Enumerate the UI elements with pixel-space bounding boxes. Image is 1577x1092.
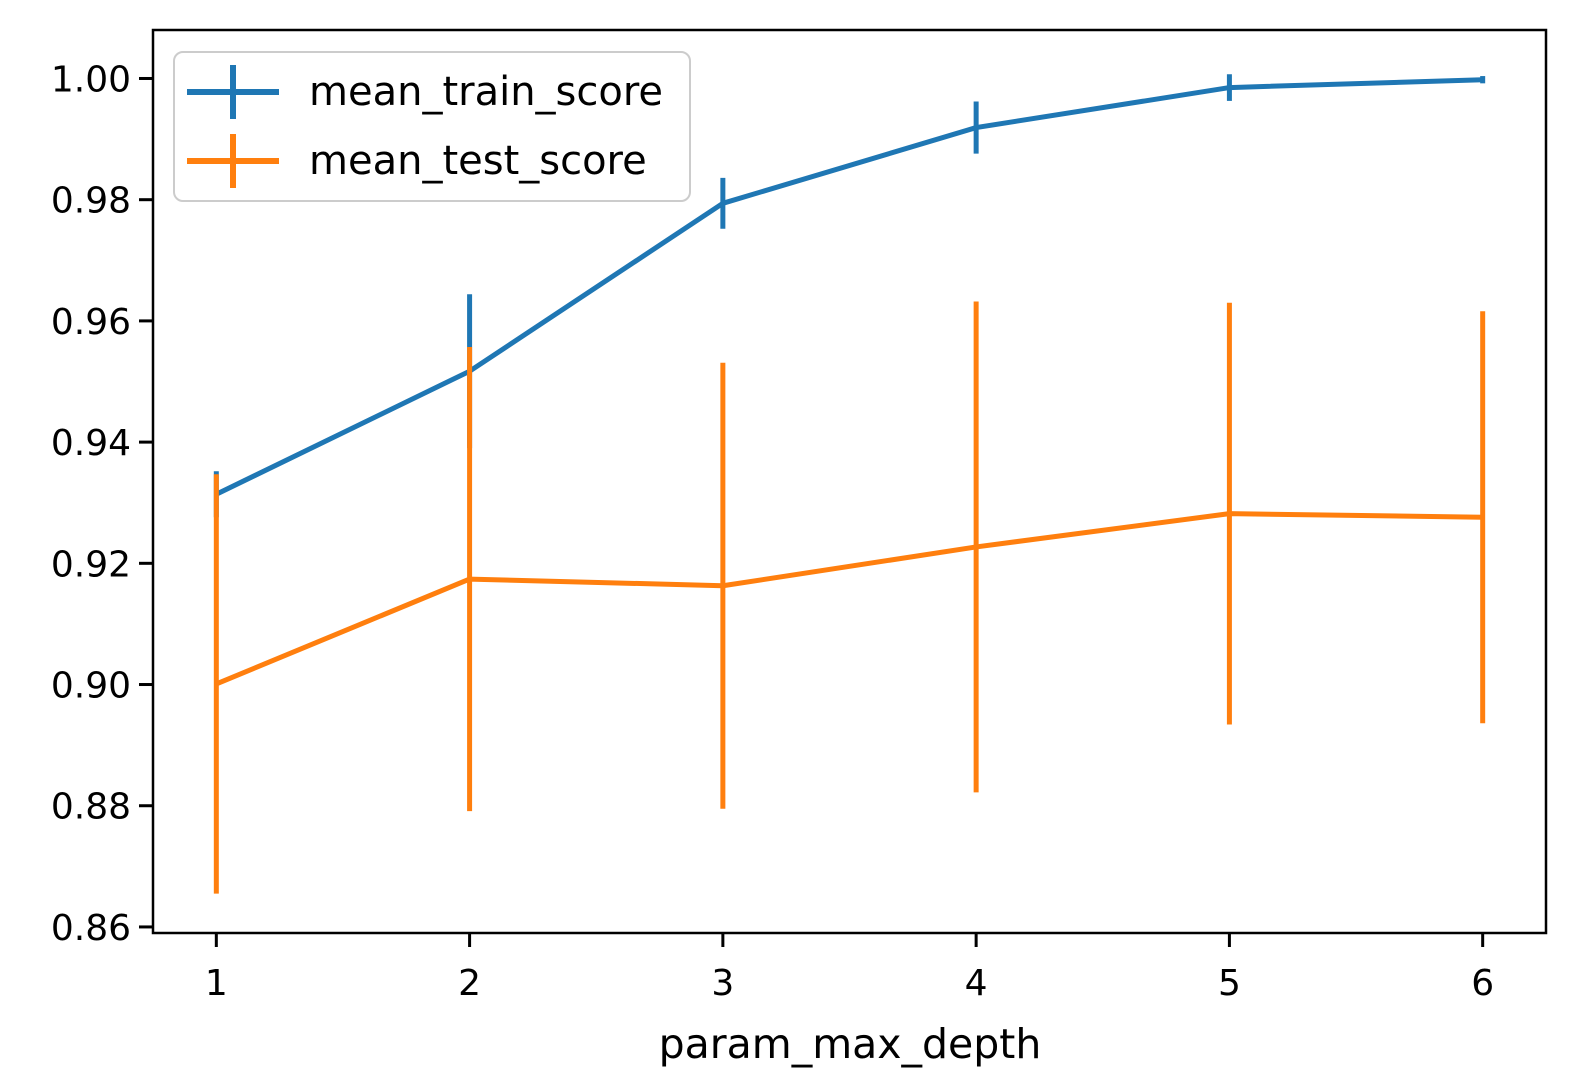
x-tick-label: 6 [1471, 963, 1494, 1004]
legend-item-mean-test-score: mean_test_score [187, 128, 677, 194]
y-tick-label: 0.86 [51, 908, 131, 949]
series-line-mean_test_score [215, 511, 1483, 687]
errorbar-glyph-bar [230, 65, 236, 120]
errorbar-glyph-test [187, 130, 279, 192]
x-tick-label: 5 [1218, 963, 1241, 1004]
x-tick-label: 4 [965, 963, 988, 1004]
y-tick-label: 0.96 [51, 302, 131, 343]
plot-frame [151, 28, 1548, 935]
x-tick-label: 3 [711, 963, 734, 1004]
y-tick-label: 1.00 [51, 59, 131, 100]
series-line-mean_train_score [215, 77, 1483, 497]
legend-label-mean-train-score: mean_train_score [309, 69, 664, 116]
y-tick-label: 0.90 [51, 666, 131, 707]
x-tick-label: 1 [205, 963, 228, 1004]
errorbar-glyph-train [187, 61, 279, 123]
y-tick-label: 0.98 [51, 181, 131, 222]
x-axis-label: param_max_depth [659, 1020, 1042, 1068]
y-tick-label: 0.94 [51, 423, 131, 464]
y-tick-label: 0.92 [51, 544, 131, 585]
legend: mean_train_score mean_test_score [173, 51, 691, 202]
legend-label-mean-test-score: mean_test_score [309, 137, 647, 184]
y-tick-label: 0.88 [51, 787, 131, 828]
legend-item-mean-train-score: mean_train_score [187, 59, 677, 125]
x-tick-label: 2 [458, 963, 481, 1004]
errorbar-glyph-bar [230, 133, 236, 188]
